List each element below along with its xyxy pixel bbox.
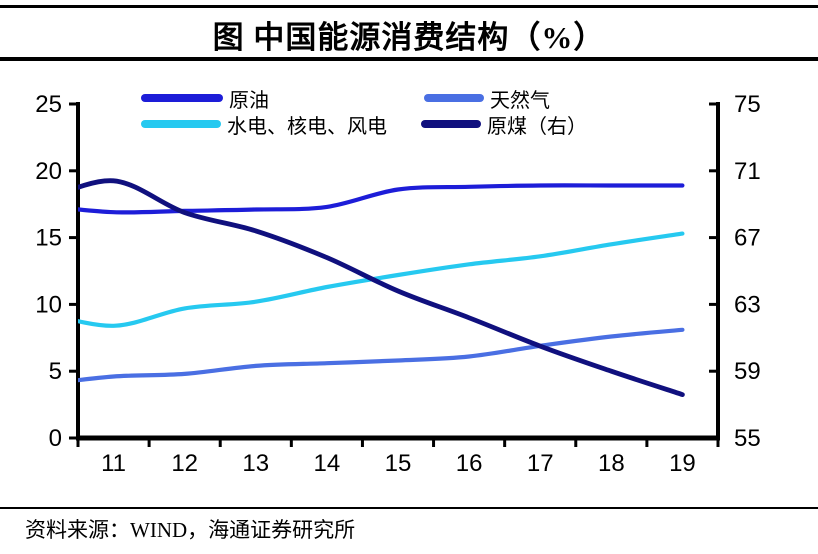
legend-item-natural-gas: 天然气 [424,87,550,112]
legend-swatch-crude-oil [141,94,223,102]
legend-swatch-raw-coal [421,120,481,128]
x-tick-label: 14 [314,450,341,477]
series-line-0 [78,183,685,215]
x-tick-label: 17 [527,450,554,477]
legend-label-crude-oil: 原油 [229,89,269,112]
top-divider [0,5,818,8]
series-line-1 [78,327,685,383]
title-divider [0,57,818,61]
legend-label-natural-gas: 天然气 [490,89,550,112]
legend-label-raw-coal: 原煤（右） [487,115,587,138]
right-tick-label: 59 [734,358,761,385]
right-tick-label: 71 [734,158,761,185]
x-tick-label: 15 [385,450,412,477]
series-line-3 [78,178,685,397]
legend-item-raw-coal-right-axis: 原煤（右） [421,113,587,138]
right-tick-label: 75 [734,91,761,118]
left-tick-label: 5 [49,358,62,385]
series-line-2 [78,231,685,328]
page-title: 图 中国能源消费结构（%） [212,20,606,55]
legend-label-hydro-nuclear-wind: 水电、核电、风电 [227,115,387,138]
x-tick-label: 19 [669,450,696,477]
legend-item-crude-oil: 原油 [141,87,269,112]
x-tick-label: 16 [456,450,483,477]
x-tick-label: 13 [242,450,269,477]
right-tick-label: 63 [734,291,761,318]
left-tick-label: 25 [35,91,62,118]
right-tick-label: 67 [734,225,761,252]
x-tick-label: 12 [171,450,198,477]
legend-swatch-hydro-nuclear-wind [141,120,221,128]
data-source-note: 资料来源：WIND，海通证券研究所 [25,518,356,542]
left-tick-label: 20 [35,158,62,185]
left-tick-label: 0 [49,425,62,452]
x-tick-label: 11 [101,450,126,477]
x-tick-label: 18 [598,450,625,477]
legend-swatch-natural-gas [424,94,484,102]
source-divider [0,507,818,509]
right-tick-label: 55 [734,425,761,452]
left-tick-label: 10 [35,291,62,318]
legend-item-hydro-nuclear-wind: 水电、核电、风电 [141,113,387,138]
left-tick-label: 15 [35,225,62,252]
